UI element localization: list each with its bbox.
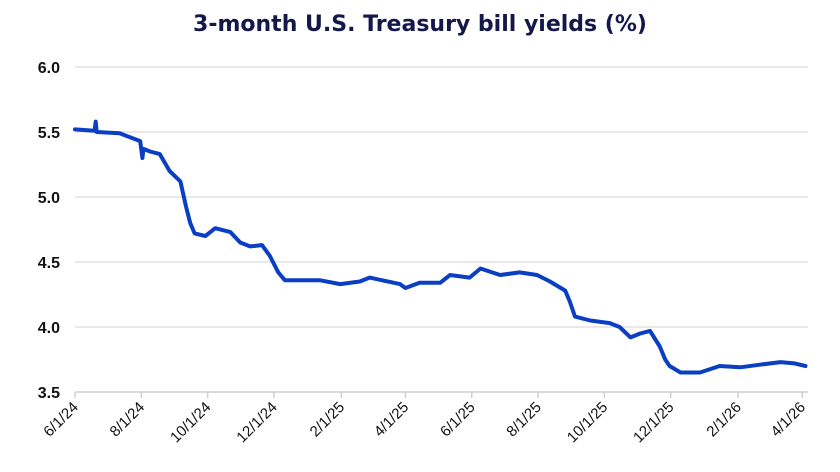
x-tick-label: 6/1/24: [40, 399, 82, 441]
x-tick-label: 8/1/25: [503, 399, 545, 441]
y-tick-label: 5.0: [38, 190, 60, 207]
y-tick-label: 5.5: [38, 125, 60, 142]
x-tick-label: 12/1/24: [233, 399, 280, 446]
x-tick-label: 2/1/26: [703, 399, 745, 441]
y-tick-label: 3.5: [38, 385, 60, 402]
y-tick-label: 6.0: [38, 60, 60, 77]
x-tick-label: 10/1/25: [564, 399, 611, 446]
x-tick-label: 4/1/26: [768, 399, 810, 441]
x-tick-label: 12/1/25: [630, 399, 677, 446]
series-line: [73, 119, 808, 375]
x-tick-label: 4/1/25: [371, 399, 413, 441]
chart-title: 3-month U.S. Treasury bill yields (%): [193, 12, 647, 37]
x-tick-label: 2/1/25: [307, 399, 349, 441]
x-tick-label: 8/1/24: [107, 399, 149, 441]
y-tick-label: 4.0: [38, 320, 60, 337]
x-tick-label: 10/1/24: [167, 399, 214, 446]
x-tick-label: 6/1/25: [437, 399, 479, 441]
y-tick-label: 4.5: [38, 255, 60, 272]
